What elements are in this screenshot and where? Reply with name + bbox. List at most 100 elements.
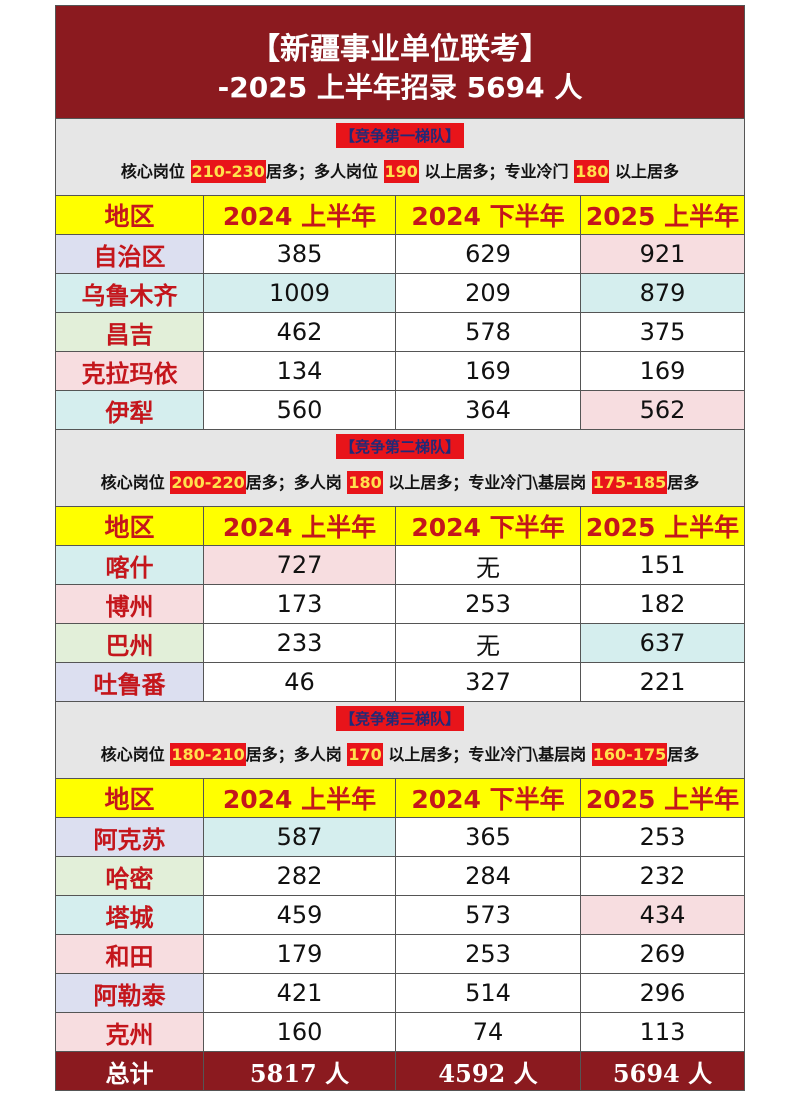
description-text: 居多；多人岗位 <box>265 162 384 181</box>
value-cell: 385 <box>204 235 396 273</box>
description-text: 以上居多；专业冷门 <box>418 162 575 181</box>
value-cell: 434 <box>581 896 744 934</box>
value-cell: 562 <box>581 391 744 429</box>
value-cell: 46 <box>204 663 396 701</box>
column-header: 地区 <box>56 196 204 234</box>
column-header: 2025 上半年 <box>585 785 740 814</box>
region-cell: 喀什 <box>56 546 204 584</box>
value-cell: 560 <box>204 391 396 429</box>
page-subtitle: -2025 上半年招录 5694 人 <box>217 71 583 104</box>
column-header: 2024 上半年 <box>204 196 396 234</box>
table-row: 哈密 282 284 232 <box>56 857 744 896</box>
total-row: 总计 5817 人 4592 人 5694 人 <box>56 1052 744 1090</box>
region-cell: 自治区 <box>56 235 204 273</box>
value-cell: 74 <box>396 1013 581 1051</box>
description-text: 居多 <box>667 473 700 492</box>
table-header-row: 地区 2024 上半年 2024 下半年 2025 上半年 <box>56 779 744 818</box>
tier-description: 核心岗位 200-220居多；多人岗 180 以上居多；专业冷门\基层岗 175… <box>56 469 744 494</box>
score-highlight: 180 <box>574 160 610 183</box>
tier-label-wrap: 【竞争第二梯队】 <box>56 430 744 459</box>
table-row: 巴州 233 无 637 <box>56 624 744 663</box>
value-cell: 284 <box>396 857 581 895</box>
tier-label-wrap: 【竞争第三梯队】 <box>56 702 744 731</box>
tier-label-wrap: 【竞争第一梯队】 <box>56 119 744 148</box>
score-highlight: 190 <box>383 160 419 183</box>
table-row: 乌鲁木齐 1009 209 879 <box>56 274 744 313</box>
value-cell: 573 <box>396 896 581 934</box>
value-cell: 629 <box>396 235 581 273</box>
value-cell: 727 <box>204 546 396 584</box>
value-cell: 160 <box>204 1013 396 1051</box>
value-cell: 无 <box>396 546 581 584</box>
value-cell: 221 <box>639 668 686 696</box>
region-cell: 博州 <box>56 585 204 623</box>
description-text: 居多；多人岗 <box>245 473 348 492</box>
region-cell: 巴州 <box>56 624 204 662</box>
region-cell: 克州 <box>56 1013 204 1051</box>
table-row: 和田 179 253 269 <box>56 935 744 974</box>
tier-label: 【竞争第三梯队】 <box>335 706 464 731</box>
table-header-row: 地区 2024 上半年 2024 下半年 2025 上半年 <box>56 196 744 235</box>
value-cell: 169 <box>396 352 581 390</box>
title-banner: 【新疆事业单位联考】 -2025 上半年招录 5694 人 <box>56 6 744 119</box>
column-header: 2024 下半年 <box>396 779 581 817</box>
value-cell: 269 <box>639 940 686 968</box>
description-text: 核心岗位 <box>100 745 171 764</box>
total-label: 总计 <box>56 1052 204 1090</box>
description-text: 居多 <box>667 745 700 764</box>
total-value: 5817 人 <box>204 1052 396 1090</box>
column-header: 2024 下半年 <box>396 196 581 234</box>
table-body: 【竞争第一梯队】核心岗位 210-230居多；多人岗位 190 以上居多；专业冷… <box>56 119 744 1090</box>
score-highlight: 200-220 <box>170 471 246 494</box>
value-cell: 375 <box>639 318 686 346</box>
table-row: 昌吉 462 578 375 <box>56 313 744 352</box>
tier-label: 【竞争第二梯队】 <box>335 434 464 459</box>
value-cell: 232 <box>639 862 686 890</box>
table-row: 克州 160 74 113 <box>56 1013 744 1052</box>
region-cell: 阿勒泰 <box>56 974 204 1012</box>
tier-label: 【竞争第一梯队】 <box>335 123 464 148</box>
value-cell: 113 <box>639 1018 686 1046</box>
recruitment-table: 【新疆事业单位联考】 -2025 上半年招录 5694 人 【竞争第一梯队】核心… <box>55 5 745 1091</box>
value-cell: 462 <box>204 313 396 351</box>
value-cell: 182 <box>639 590 686 618</box>
value-cell: 365 <box>396 818 581 856</box>
tier-section: 【竞争第三梯队】 核心岗位 180-210居多；多人岗 170 以上居多；专业冷门… <box>56 702 744 779</box>
column-header: 地区 <box>56 779 204 817</box>
description-text: 以上居多；专业冷门\基层岗 <box>382 745 592 764</box>
table-row: 博州 173 253 182 <box>56 585 744 624</box>
value-cell: 514 <box>396 974 581 1012</box>
region-cell: 伊犁 <box>56 391 204 429</box>
value-cell: 587 <box>204 818 396 856</box>
region-cell: 和田 <box>56 935 204 973</box>
value-cell: 173 <box>204 585 396 623</box>
value-cell: 578 <box>396 313 581 351</box>
region-cell: 阿克苏 <box>56 818 204 856</box>
column-header: 地区 <box>56 507 204 545</box>
value-cell: 637 <box>581 624 744 662</box>
table-row: 塔城 459 573 434 <box>56 896 744 935</box>
value-cell: 209 <box>396 274 581 312</box>
value-cell: 169 <box>639 357 686 385</box>
value-cell: 179 <box>204 935 396 973</box>
tier-description: 核心岗位 210-230居多；多人岗位 190 以上居多；专业冷门 180 以上… <box>56 158 744 183</box>
value-cell: 879 <box>581 274 744 312</box>
value-cell: 151 <box>639 551 686 579</box>
column-header: 2025 上半年 <box>585 202 740 231</box>
region-cell: 乌鲁木齐 <box>56 274 204 312</box>
tier-section: 【竞争第一梯队】核心岗位 210-230居多；多人岗位 190 以上居多；专业冷… <box>56 119 744 196</box>
value-cell: 134 <box>204 352 396 390</box>
table-row: 阿勒泰 421 514 296 <box>56 974 744 1013</box>
value-cell: 421 <box>204 974 396 1012</box>
score-highlight: 170 <box>347 743 383 766</box>
value-cell: 1009 <box>204 274 396 312</box>
table-row: 吐鲁番 46 327 221 <box>56 663 744 702</box>
column-header: 2024 上半年 <box>204 779 396 817</box>
table-row: 自治区 385 629 921 <box>56 235 744 274</box>
total-value: 4592 人 <box>396 1052 581 1090</box>
value-cell: 364 <box>396 391 581 429</box>
score-highlight: 160-175 <box>591 743 668 766</box>
score-highlight: 210-230 <box>190 160 266 183</box>
value-cell: 253 <box>396 585 581 623</box>
value-cell: 921 <box>581 235 744 273</box>
